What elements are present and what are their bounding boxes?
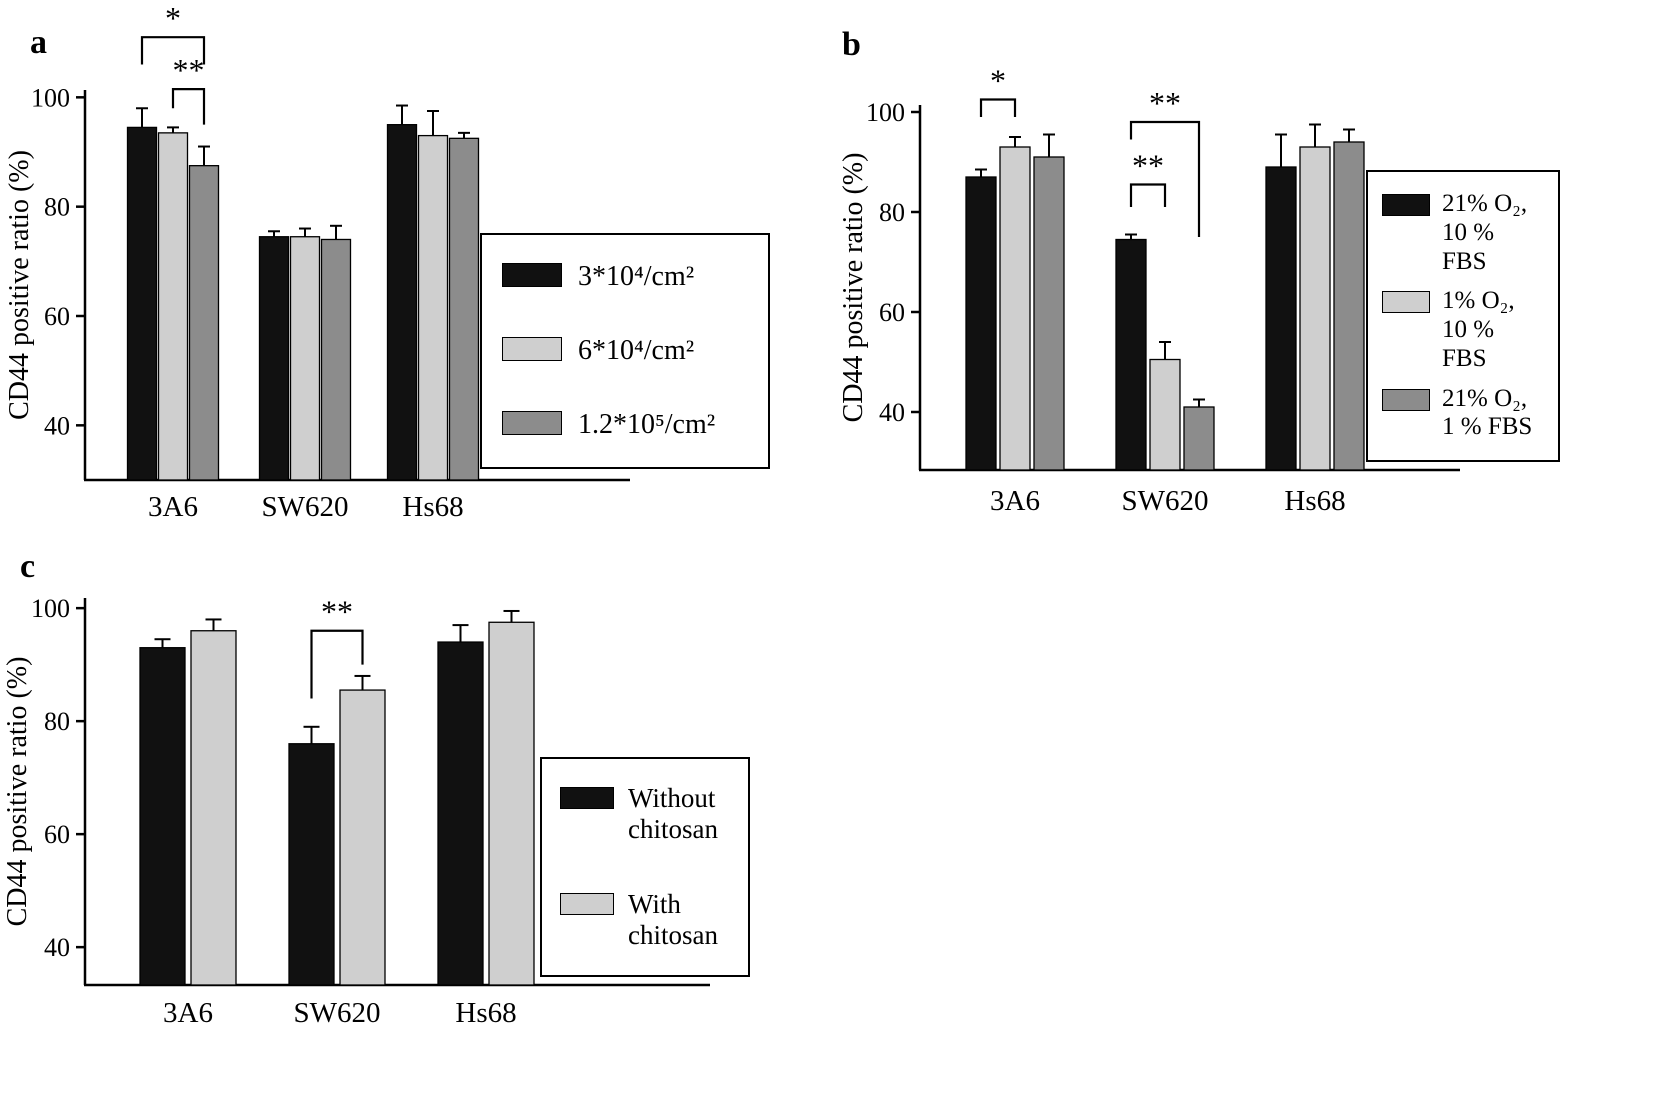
legend-label: 1.2*10⁵/cm²	[578, 408, 716, 440]
bar	[999, 146, 1031, 471]
legend-item: 21% O₂, 1 % FBS	[1382, 385, 1544, 443]
y-tick-label: 40	[44, 933, 70, 962]
significance-label: **	[1149, 85, 1181, 121]
y-axis-label: CD44 positive ratio (%)	[4, 150, 35, 420]
bar	[1149, 358, 1181, 471]
bar	[1183, 406, 1215, 471]
significance-bracket	[171, 88, 206, 125]
legend-swatch-light-gray	[502, 336, 562, 361]
legend-label: 21% O₂, 10 % FBS	[1442, 190, 1528, 275]
legend-item: Without chitosan	[560, 783, 730, 845]
category-label: 3A6	[163, 997, 213, 1029]
bar	[1265, 166, 1297, 471]
category-label: Hs68	[1284, 485, 1345, 517]
bar	[320, 238, 352, 481]
category-label: SW620	[262, 491, 349, 523]
legend-swatch-black	[560, 787, 614, 809]
bar	[190, 630, 237, 986]
significance-bracket	[1129, 183, 1167, 207]
legend-label: With chitosan	[628, 888, 718, 950]
legend-panel-a: 3*10⁴/cm² 6*10⁴/cm² 1.2*10⁵/cm²	[480, 233, 770, 469]
legend-swatch-light-gray	[1382, 291, 1430, 314]
legend-item: 1.2*10⁵/cm²	[502, 409, 748, 441]
bar	[1333, 141, 1365, 471]
bar	[258, 236, 290, 481]
bar	[417, 134, 449, 481]
bar	[126, 126, 158, 481]
legend-swatch-dark-gray	[1382, 388, 1430, 411]
bar	[339, 689, 386, 986]
bar	[1033, 156, 1065, 471]
legend-swatch-dark-gray	[502, 410, 562, 435]
legend-item: 1% O₂, 10 % FBS	[1382, 287, 1544, 373]
legend-label: 21% O₂, 1 % FBS	[1442, 384, 1533, 441]
bar	[1115, 238, 1147, 471]
panel-a-letter: a	[30, 24, 47, 61]
bar	[139, 647, 186, 986]
legend-panel-b: 21% O₂, 10 % FBS 1% O₂, 10 % FBS 21% O₂,…	[1366, 170, 1560, 462]
y-tick-label: 60	[44, 820, 70, 849]
legend-label: 6*10⁴/cm²	[578, 334, 695, 366]
bar	[289, 236, 321, 481]
legend-item: 6*10⁴/cm²	[502, 335, 748, 367]
legend-item: 3*10⁴/cm²	[502, 261, 748, 293]
y-tick-label: 40	[879, 398, 905, 427]
bar	[1299, 146, 1331, 471]
category-label: SW620	[1122, 485, 1209, 517]
category-label: SW620	[294, 997, 381, 1029]
legend-swatch-light-gray	[560, 892, 614, 915]
y-tick-label: 60	[44, 302, 70, 331]
legend-swatch-black	[1382, 194, 1430, 216]
bar	[448, 137, 480, 481]
legend-swatch-black	[502, 263, 562, 287]
category-label: 3A6	[148, 491, 198, 523]
panel-b-letter: b	[842, 26, 861, 63]
significance-bracket	[310, 629, 364, 699]
y-axis-label: CD44 positive ratio (%)	[838, 153, 869, 423]
bar	[157, 132, 189, 481]
legend-label: 1% O₂, 10 % FBS	[1442, 287, 1515, 372]
bar	[188, 165, 220, 481]
significance-label: **	[173, 52, 205, 88]
significance-label: *	[990, 63, 1006, 99]
y-tick-label: 100	[866, 98, 905, 127]
legend-item: 21% O₂, 10 % FBS	[1382, 190, 1544, 276]
y-tick-label: 100	[31, 83, 70, 112]
significance-bracket	[979, 98, 1017, 117]
y-tick-label: 80	[44, 707, 70, 736]
legend-label: 3*10⁴/cm²	[578, 261, 695, 292]
y-tick-label: 80	[44, 193, 70, 222]
y-tick-label: 80	[879, 198, 905, 227]
category-label: 3A6	[990, 485, 1040, 517]
bar	[965, 176, 997, 471]
panel-c-letter: c	[20, 548, 36, 585]
significance-label: **	[321, 594, 353, 630]
significance-label: *	[165, 0, 181, 36]
category-label: Hs68	[402, 491, 463, 523]
y-tick-label: 100	[31, 594, 70, 623]
legend-panel-c: Without chitosan With chitosan	[540, 757, 750, 977]
legend-label: Without chitosan	[628, 783, 718, 845]
y-axis-label: CD44 positive ratio (%)	[2, 657, 33, 927]
legend-item: With chitosan	[560, 889, 730, 951]
significance-bracket	[1129, 120, 1201, 237]
bar	[437, 641, 484, 986]
category-label: Hs68	[455, 997, 516, 1029]
significance-label: **	[1132, 148, 1164, 184]
bar	[488, 621, 535, 986]
y-tick-label: 60	[879, 298, 905, 327]
significance-bracket	[140, 36, 206, 65]
bar	[386, 124, 418, 481]
bar	[288, 743, 335, 986]
y-tick-label: 40	[44, 411, 70, 440]
